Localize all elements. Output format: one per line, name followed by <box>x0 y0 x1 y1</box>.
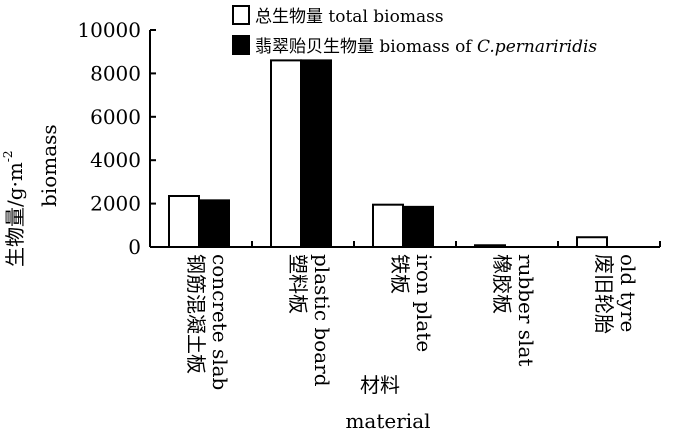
legend: 总生物量 total biomass 翡翠贻贝生物量 biomass of C.p… <box>232 5 597 57</box>
legend-swatch-1 <box>232 5 250 25</box>
x-category-label-zh: 塑料板 <box>286 254 310 314</box>
legend-swatch-2 <box>232 35 250 55</box>
bar-total-2 <box>270 59 302 248</box>
x-category-label-zh: 废旧轮胎 <box>592 254 616 334</box>
bar-mussel-1 <box>198 199 230 248</box>
x-axis-title-zh: 材料 <box>360 373 400 397</box>
bar-mussel-3 <box>402 205 434 248</box>
x-category-label-en: rubber slat <box>514 254 538 366</box>
y-tick-label: 8000 <box>90 61 141 85</box>
x-category-label-en: iron plate <box>412 254 436 352</box>
y-axis-title: 生物量/g·m-2 <box>1 150 27 267</box>
bar-total-4 <box>474 244 506 249</box>
bar-total-1 <box>168 195 200 249</box>
bar-mussel-2 <box>300 59 332 248</box>
x-category-label-en: old tyre <box>616 254 640 332</box>
x-category-label-3: 铁板 iron plate <box>388 254 436 352</box>
x-category-label-2: 塑料板 plastic board <box>286 254 334 387</box>
y-axis-title-en-group: biomass <box>37 124 61 207</box>
y-axis-title-zh: 生物量/g·m-2 <box>1 150 27 267</box>
x-category-label-zh: 钢筋混凝土板 <box>184 254 208 374</box>
x-category-label-4: 橡胶板 rubber slat <box>490 254 538 366</box>
bar-total-5 <box>576 236 608 249</box>
bar-total-3 <box>372 203 404 248</box>
x-category-label-5: 废旧轮胎 old tyre <box>592 254 640 334</box>
y-tick-label: 4000 <box>90 148 141 172</box>
legend-label-1: 总生物量 total biomass <box>255 7 444 27</box>
y-tick-label: 0 <box>128 235 141 259</box>
y-tick-label: 10000 <box>77 18 141 42</box>
x-axis-title-en: material <box>345 409 430 433</box>
x-category-label-zh: 橡胶板 <box>490 254 514 314</box>
x-category-label-en: concrete slab <box>208 254 232 390</box>
axis-labels: 钢筋混凝土板 concrete slab 塑料板 plastic board 铁板 iro… <box>1 124 640 433</box>
legend-label-2: 翡翠贻贝生物量 biomass of C.pernariridis <box>255 37 597 57</box>
y-tick-label: 6000 <box>90 105 141 129</box>
x-category-label-1: 钢筋混凝土板 concrete slab <box>184 254 232 390</box>
y-axis: 0 2000 4000 6000 8000 10000 <box>77 18 156 259</box>
y-tick-label: 2000 <box>90 192 141 216</box>
x-category-label-zh: 铁板 <box>388 254 412 294</box>
x-category-label-en: plastic board <box>310 254 334 387</box>
bars <box>168 59 608 249</box>
y-axis-title-en: biomass <box>37 124 61 207</box>
